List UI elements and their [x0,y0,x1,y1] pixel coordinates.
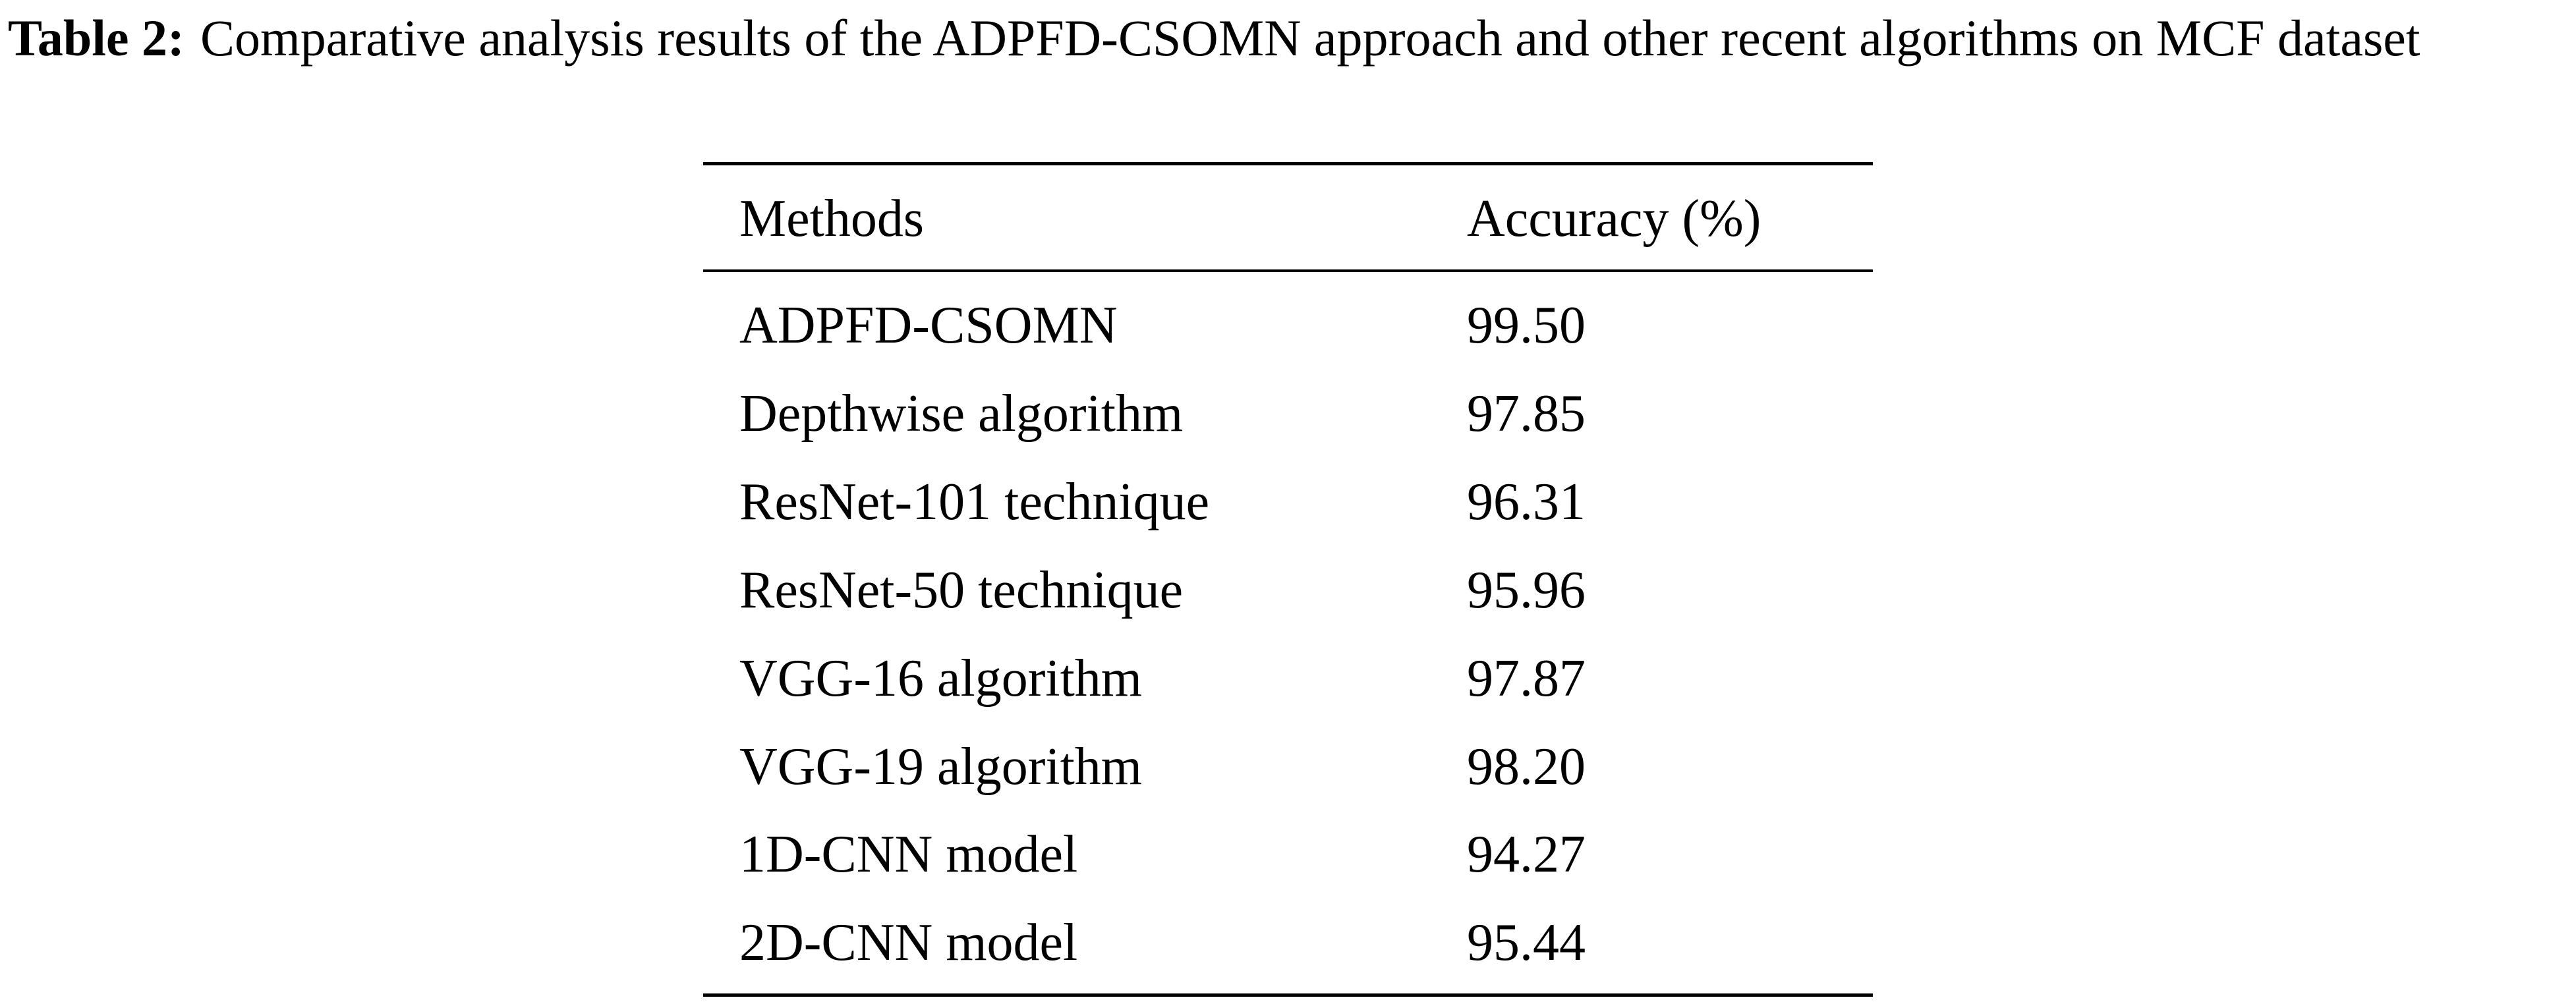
accuracy-cell: 98.20 [1467,737,1586,796]
method-cell: 2D-CNN model [739,914,1078,972]
caption-text: Comparative analysis results of the ADPF… [200,9,2420,67]
accuracy-cell: 96.31 [1467,472,1586,531]
accuracy-cell: 95.96 [1467,561,1586,619]
header-rule [703,269,1873,272]
method-cell: Depthwise algorithm [739,384,1184,443]
accuracy-cell: 99.50 [1467,296,1586,354]
table-caption: Table 2: Comparative analysis results of … [8,5,2568,71]
accuracy-cell: 97.85 [1467,384,1586,443]
method-cell: VGG-19 algorithm [739,737,1143,796]
accuracy-cell: 94.27 [1467,825,1586,884]
method-cell: ResNet-101 technique [739,472,1210,531]
method-cell: ADPFD-CSOMN [739,296,1118,354]
bottom-rule [703,993,1873,997]
header-cell: Accuracy (%) [1467,190,1761,248]
method-cell: VGG-16 algorithm [739,649,1143,708]
accuracy-cell: 95.44 [1467,914,1586,972]
accuracy-cell: 97.87 [1467,649,1586,708]
top-rule [703,162,1873,165]
caption-label: Table 2: [8,9,185,67]
method-cell: 1D-CNN model [739,825,1078,884]
header-cell: Methods [739,190,924,248]
method-cell: ResNet-50 technique [739,561,1184,619]
